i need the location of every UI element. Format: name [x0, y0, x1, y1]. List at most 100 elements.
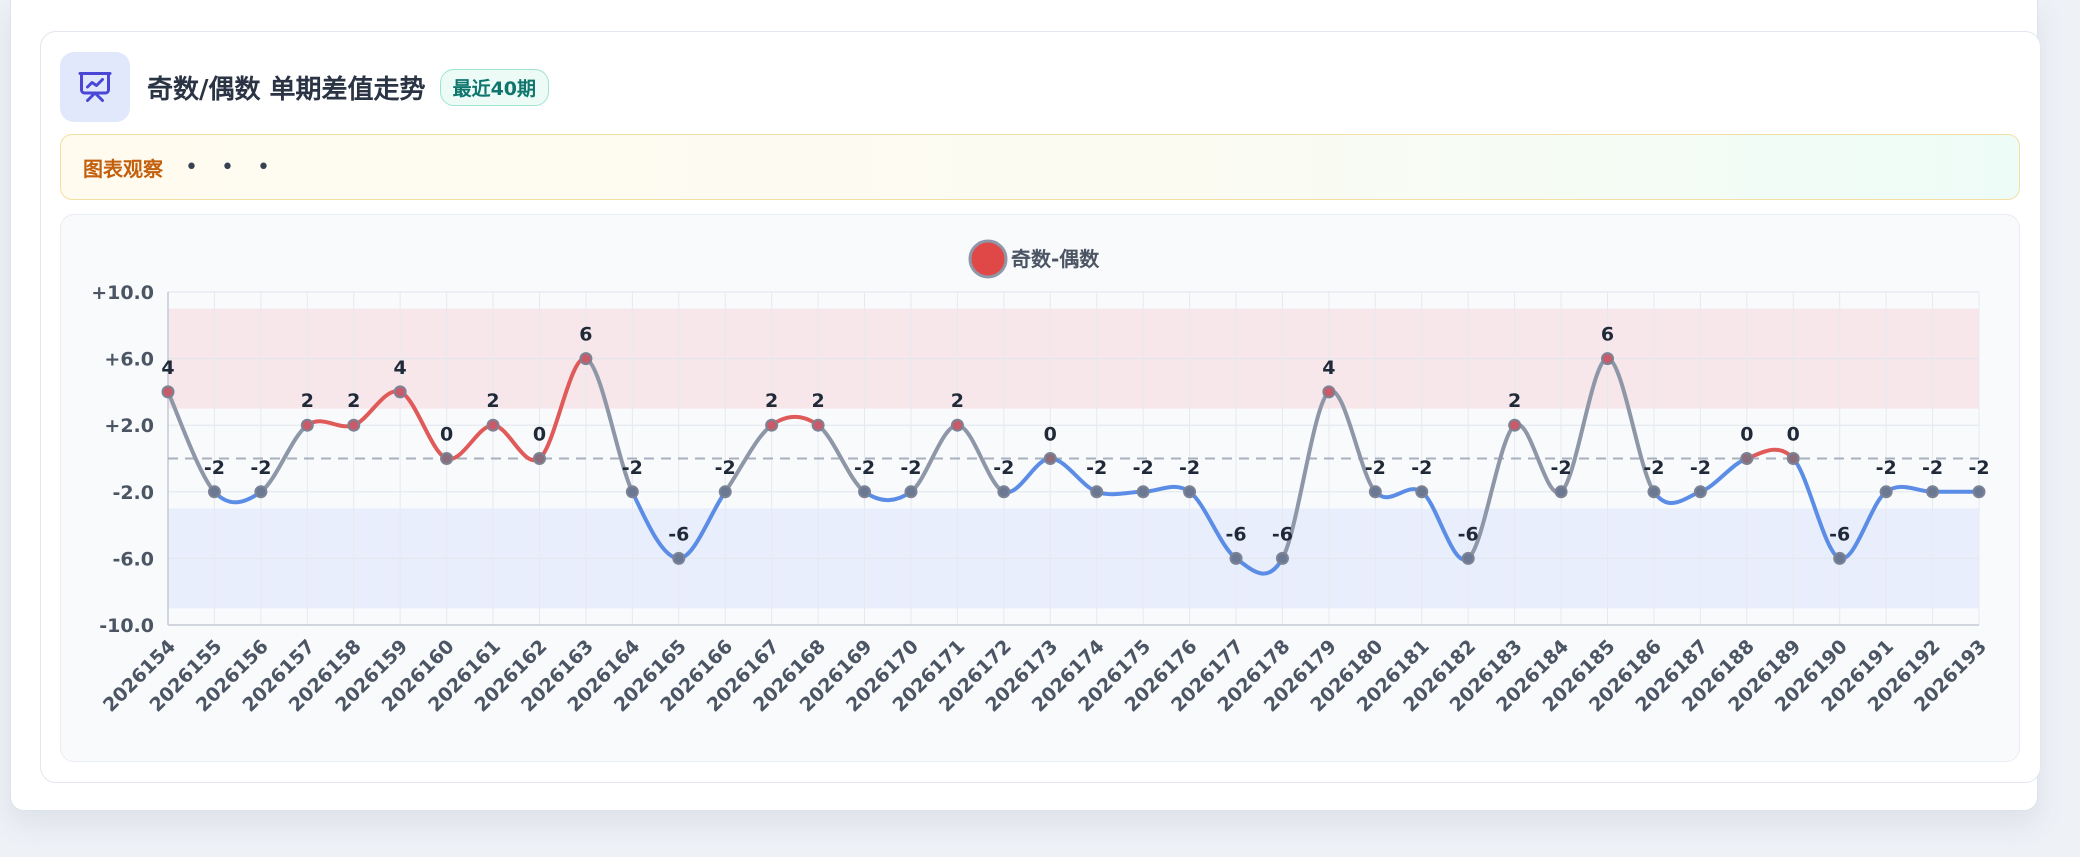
series-line-segment: [444, 423, 496, 461]
series-line-segment: [1605, 356, 1656, 494]
data-label: 2: [951, 390, 964, 412]
data-label: -2: [1086, 457, 1107, 479]
chart-panel: [60, 214, 2020, 762]
data-point: [1461, 551, 1475, 565]
data-label: -6: [1458, 523, 1479, 545]
data-label: -2: [1551, 457, 1572, 479]
chart-title: 奇数/偶数 单期差值走势: [147, 74, 426, 105]
data-point: [997, 485, 1011, 499]
data-label: -2: [1968, 457, 1989, 479]
data-label: 2: [486, 390, 499, 412]
data-label: -2: [993, 457, 1014, 479]
data-label: -2: [250, 457, 271, 479]
data-point: [1415, 485, 1429, 499]
data-point: [1647, 485, 1661, 499]
series-line-segment: [862, 489, 913, 503]
data-point: [532, 452, 546, 465]
data-point: [811, 418, 825, 432]
data-label: -6: [1272, 523, 1293, 545]
data-point: [1926, 485, 1940, 499]
legend-label: 奇数-偶数: [1011, 247, 1100, 271]
data-point: [672, 551, 686, 565]
data-point: [440, 452, 454, 465]
data-label: -2: [715, 457, 736, 479]
data-point: [486, 418, 500, 432]
data-label: -2: [1365, 457, 1386, 479]
data-point: [1275, 551, 1289, 565]
data-point: [1322, 385, 1336, 399]
data-point: [1601, 352, 1615, 366]
y-tick-label: -2.0: [112, 482, 154, 504]
data-label: 4: [161, 357, 174, 379]
y-tick-label: +6.0: [104, 349, 154, 371]
data-label: 2: [1508, 390, 1521, 412]
data-label: -6: [1225, 523, 1246, 545]
data-point: [161, 385, 175, 399]
data-label: 0: [1740, 424, 1753, 446]
data-label: 4: [1322, 357, 1335, 379]
series-line-segment: [1559, 356, 1610, 494]
series-line-segment: [1466, 423, 1517, 561]
data-label: 0: [533, 424, 546, 446]
data-point: [858, 485, 872, 499]
more-dots-icon[interactable]: • • •: [185, 154, 278, 180]
series-line-segment: [1744, 447, 1796, 461]
data-point: [1043, 452, 1057, 465]
data-point: [1229, 551, 1243, 565]
y-tick-label: +10.0: [91, 282, 154, 304]
data-point: [1183, 485, 1197, 499]
y-tick-label: -10.0: [99, 615, 154, 637]
data-point: [579, 352, 593, 366]
data-label: -2: [1690, 457, 1711, 479]
series-line-segment: [583, 356, 635, 494]
data-label: -2: [1179, 457, 1200, 479]
series-line-segment: [1651, 489, 1703, 505]
data-label: -2: [1411, 457, 1432, 479]
data-point: [1693, 485, 1707, 499]
data-label: 0: [1044, 424, 1057, 446]
card-header: 奇数/偶数 单期差值走势 最近40期: [60, 52, 550, 122]
data-point: [1136, 485, 1150, 499]
data-point: [1368, 485, 1382, 499]
data-label: -2: [1876, 457, 1897, 479]
data-label: 0: [440, 424, 453, 446]
data-point: [1090, 485, 1104, 499]
data-label: -2: [1643, 457, 1664, 479]
data-label: -2: [900, 457, 921, 479]
series-line-segment: [212, 489, 263, 505]
chart-presentation-icon: [60, 52, 130, 122]
data-label: -2: [622, 457, 643, 479]
series-line-segment: [1280, 389, 1331, 561]
data-label: 0: [1787, 424, 1800, 446]
data-label: -2: [1922, 457, 1943, 479]
series-line-segment: [1094, 489, 1146, 497]
data-point: [347, 418, 361, 432]
data-label: -6: [668, 523, 689, 545]
y-tick-label: +2.0: [104, 415, 154, 437]
observation-bar[interactable]: 图表观察 • • •: [60, 134, 2020, 200]
data-point: [393, 385, 407, 399]
data-label: 2: [765, 390, 778, 412]
data-point: [718, 485, 732, 499]
data-label: -2: [1133, 457, 1154, 479]
data-point: [1508, 418, 1522, 432]
data-point: [300, 418, 314, 432]
data-point: [765, 418, 779, 432]
data-point: [207, 485, 221, 499]
data-label: -6: [1829, 523, 1850, 545]
data-point: [254, 485, 268, 499]
data-point: [1786, 452, 1800, 465]
series-line-segment: [166, 389, 217, 494]
series-line-segment: [769, 414, 821, 428]
data-point: [625, 485, 639, 499]
legend-marker: [968, 239, 1008, 279]
data-label: -2: [204, 457, 225, 479]
series-line-segment: [1141, 484, 1192, 494]
data-point: [1879, 485, 1893, 499]
data-point: [1972, 485, 1986, 499]
series-line-segment: [1884, 484, 1935, 494]
data-label: 2: [347, 390, 360, 412]
period-badge: 最近40期: [439, 68, 550, 106]
data-label: -2: [854, 457, 875, 479]
